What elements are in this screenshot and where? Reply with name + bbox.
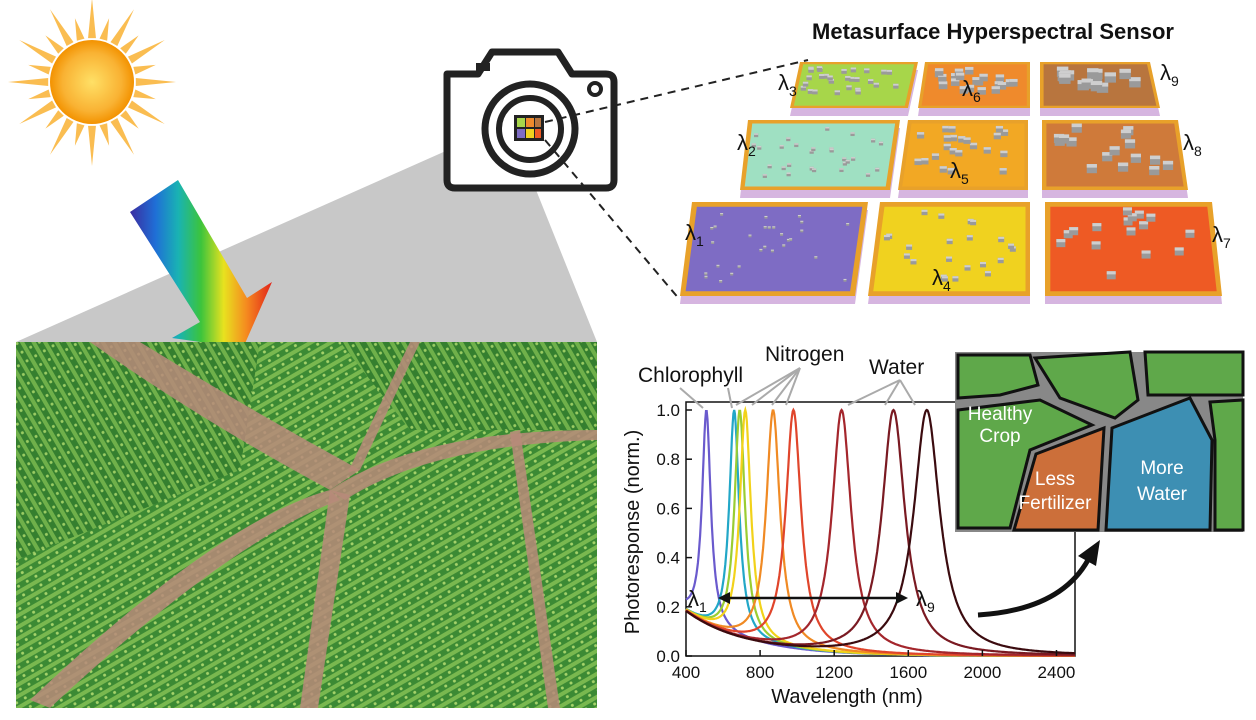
y-tick-label: 0.8	[656, 450, 680, 469]
pixel-label-3: λ3	[778, 70, 797, 99]
pixel-label-4: λ4	[932, 265, 951, 294]
x-tick-label: 400	[672, 663, 700, 682]
pixel-label-2: λ2	[737, 130, 756, 159]
x-tick-label: 2400	[1038, 663, 1076, 682]
metasurface-pixel-7: λ7	[1045, 202, 1231, 304]
metasurface-pixel-9: λ9	[1040, 60, 1179, 116]
less-fertilizer-label: Less Fertilizer	[1019, 469, 1093, 514]
metasurface-pixel-array: λ1 λ2 λ3 λ4 λ5 λ6 λ7 λ8 λ9	[680, 60, 1231, 304]
metasurface-pixel-1: λ1	[680, 202, 868, 304]
pixel-label-6: λ6	[962, 76, 981, 105]
classified-field-map: Healthy Crop Less Fertilizer More Water	[955, 350, 1245, 532]
metasurface-pixel-4: λ4	[868, 202, 1030, 304]
nitrogen-label: Nitrogen	[765, 343, 844, 366]
absorption-annotations: Chlorophyll Nitrogen Water λ1 λ9	[638, 343, 935, 615]
metasurface-pixel-8: λ8	[1042, 120, 1202, 198]
y-tick-label: 0.0	[656, 647, 680, 666]
metasurface-pixel-6: λ6	[918, 62, 1030, 116]
y-axis-label: Photoresponse (norm.)	[622, 430, 644, 635]
field-of-view-cone	[16, 150, 597, 342]
y-tick-label: 0.4	[656, 549, 680, 568]
metasurface-pixel-2: λ2	[737, 120, 900, 198]
curved-arrow-icon	[977, 540, 1100, 618]
x-tick-label: 1600	[889, 663, 927, 682]
x-tick-label: 1200	[815, 663, 853, 682]
y-tick-label: 0.6	[656, 499, 680, 518]
rainbow-arrow-icon	[130, 180, 272, 348]
pixel-label-1: λ1	[685, 220, 704, 249]
healthy-crop-label: Healthy Crop	[968, 404, 1033, 447]
sensor-title: Metasurface Hyperspectral Sensor	[812, 19, 1174, 44]
chlorophyll-label: Chlorophyll	[638, 364, 743, 387]
x-tick-label: 800	[746, 663, 774, 682]
series-line-9	[685, 408, 1075, 655]
more-water-label: More Water	[1137, 458, 1188, 505]
y-tick-label: 0.2	[656, 598, 680, 617]
x-axis-label: Wavelength (nm)	[771, 686, 923, 708]
sun-icon	[8, 0, 176, 166]
pixel-label-9: λ9	[1160, 60, 1179, 89]
camera-icon	[443, 48, 618, 192]
zoom-line-top	[544, 59, 809, 123]
metasurface-pixel-5: λ5	[898, 120, 1028, 198]
x-tick-label: 2000	[963, 663, 1001, 682]
range-start-label: λ1	[688, 586, 707, 615]
y-tick-label: 1.0	[656, 401, 680, 420]
photoresponse-chart: 400 800 1200 1600 2000 2400 0.0 0.2 0.4 0.6 0.8 1.0…	[622, 401, 1076, 708]
pixel-label-8: λ8	[1183, 130, 1202, 159]
water-label: Water	[869, 356, 924, 379]
crop-field-image	[16, 342, 597, 708]
pixel-label-5: λ5	[950, 158, 969, 187]
series-line-7	[685, 408, 1075, 657]
range-end-label: λ9	[916, 586, 935, 615]
pixel-label-7: λ7	[1212, 222, 1231, 251]
sensor-chip-icon	[514, 115, 544, 141]
metasurface-pixel-3: λ3	[778, 62, 918, 116]
zoom-line-bottom	[544, 139, 681, 301]
